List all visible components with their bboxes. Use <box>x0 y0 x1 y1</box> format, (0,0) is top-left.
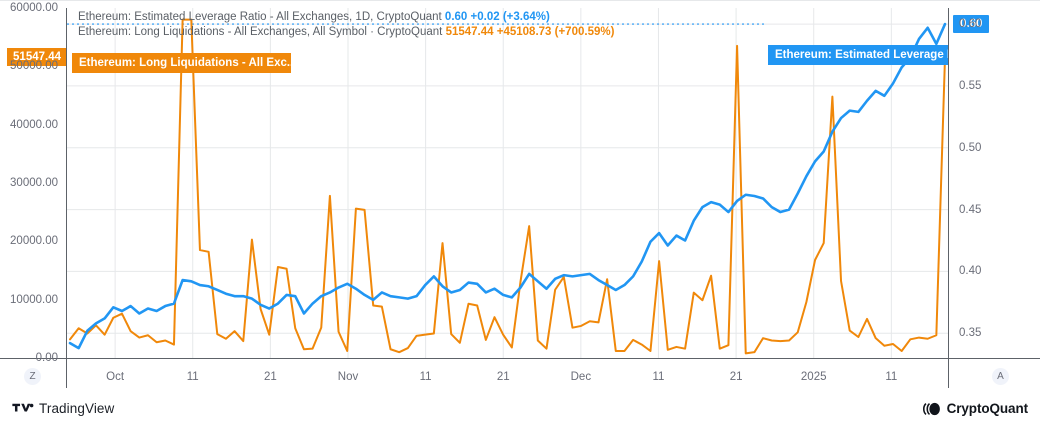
footer: TradingView CryptoQuant <box>0 392 1040 434</box>
time-scale-tick: Nov <box>337 371 359 383</box>
left-axis-border <box>66 8 67 388</box>
right-axis-tick: 0.60 <box>959 18 982 31</box>
tradingview-mark-icon <box>12 403 34 412</box>
cryptoquant-logo[interactable]: CryptoQuant <box>922 401 1028 416</box>
time-scale-tick: Dec <box>570 371 592 383</box>
plot-area[interactable] <box>67 8 948 358</box>
time-scale-tick: 11 <box>885 371 898 383</box>
auto-scale-button[interactable]: A <box>992 368 1009 385</box>
time-scale[interactable]: Z A Oct 11 21 Nov 11 21 Dec 11 21 2025 11 <box>0 359 1040 390</box>
time-scale-tick: 11 <box>419 371 432 383</box>
legend-percent-leverage-ratio: (+3.64%) <box>502 11 550 23</box>
legend-title-leverage-ratio: Ethereum: Estimated Leverage Ratio - All… <box>78 11 442 23</box>
left-axis-value-badge: 51547.44 <box>7 48 66 67</box>
left-axis-tick: 50000.00 <box>10 60 58 73</box>
left-price-scale[interactable]: 51547.44 0.00 10000.00 20000.00 30000.00 400… <box>0 0 66 364</box>
legend-change-leverage-ratio: +0.02 <box>470 11 500 23</box>
time-scale-tick: 11 <box>652 371 665 383</box>
left-axis-tick: 60000.00 <box>10 2 58 14</box>
chart-frame: 51547.44 0.00 10000.00 20000.00 30000.00 400… <box>0 0 1040 390</box>
right-axis-tick: 0.35 <box>959 327 982 340</box>
series-line-leverage-ratio <box>68 22 947 350</box>
right-axis-tick: 0.50 <box>959 141 982 154</box>
legend-value-long-liquidations: 51547.44 <box>445 26 494 38</box>
legend-value-leverage-ratio: 0.60 <box>444 11 468 23</box>
frame-top-border <box>0 0 1040 1</box>
legend: Ethereum: Estimated Leverage Ratio - All… <box>78 10 614 40</box>
legend-title-long-liquidations: Ethereum: Long Liquidations - All Exchan… <box>78 26 443 38</box>
tradingview-label: TradingView <box>39 401 115 416</box>
right-price-scale[interactable]: 0.60 0.35 0.40 0.45 0.50 0.55 0.60 <box>949 0 1040 358</box>
plot-svg <box>67 8 948 358</box>
left-axis-tick: 30000.00 <box>10 177 58 189</box>
right-axis-value-badge: 0.60 <box>953 15 990 34</box>
time-scale-tick: Oct <box>106 371 125 383</box>
legend-percent-long-liquidations: (+700.59%) <box>554 26 615 38</box>
left-axis-tick: 40000.00 <box>10 118 58 131</box>
series-line-long-liquidations <box>69 18 946 355</box>
left-axis-tick: 10000.00 <box>10 293 58 306</box>
right-axis-tick: 0.40 <box>959 265 982 278</box>
tradingview-logo[interactable]: TradingView <box>12 401 114 416</box>
legend-row-leverage-ratio[interactable]: Ethereum: Estimated Leverage Ratio - All… <box>78 10 614 25</box>
time-scale-tick: 21 <box>729 371 743 383</box>
left-axis-tick: 20000.00 <box>10 235 58 248</box>
right-axis-tick: 0.55 <box>959 79 982 92</box>
cryptoquant-label: CryptoQuant <box>946 401 1029 416</box>
right-axis-border <box>948 8 949 388</box>
time-scale-tick: 21 <box>263 371 277 383</box>
time-scale-tick: 21 <box>496 371 510 383</box>
legend-row-long-liquidations[interactable]: Ethereum: Long Liquidations - All Exchan… <box>78 25 614 40</box>
cryptoquant-mark-icon <box>922 402 940 415</box>
bottom-axis-border <box>0 358 1040 359</box>
legend-change-long-liquidations: +45108.73 <box>496 26 552 38</box>
reset-zoom-button[interactable]: Z <box>24 368 41 385</box>
left-axis-tick: 0.00 <box>35 352 58 364</box>
time-scale-tick: 2025 <box>800 371 827 383</box>
right-axis-tick: 0.45 <box>959 203 982 216</box>
series-tag-long-liquidations[interactable]: Ethereum: Long Liquidations - All Exc... <box>72 53 291 73</box>
time-scale-tick: 11 <box>186 371 199 383</box>
series-tag-leverage-ratio[interactable]: Ethereum: Estimated Leverage Ratio - ... <box>768 45 948 65</box>
